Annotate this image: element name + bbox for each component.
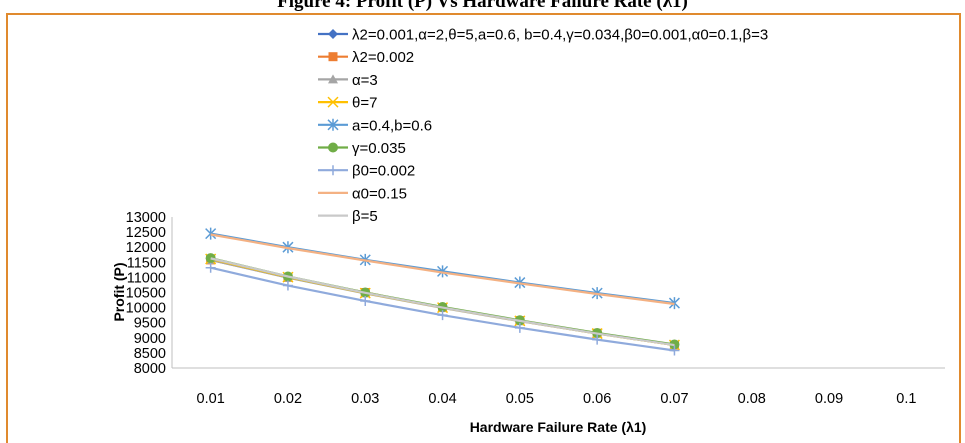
y-tick-label: 10500 — [126, 286, 166, 302]
legend-label: a=0.4,b=0.6 — [352, 117, 432, 134]
legend-marker — [328, 29, 338, 39]
data-point — [360, 295, 371, 306]
y-tick-label: 8500 — [134, 346, 166, 362]
x-tick-label: 0.06 — [583, 391, 611, 407]
y-tick-label: 12500 — [126, 225, 166, 241]
y-tick-label: 11000 — [127, 270, 166, 286]
legend-marker — [328, 165, 338, 176]
data-point — [514, 322, 525, 333]
data-point — [437, 265, 449, 278]
x-tick-label: 0.08 — [738, 391, 766, 407]
x-tick-label: 0.01 — [197, 391, 225, 407]
data-point — [592, 334, 603, 345]
legend-label: α=3 — [352, 72, 378, 89]
y-tick-label: 9000 — [134, 331, 166, 347]
data-point — [669, 345, 680, 356]
data-point — [282, 280, 293, 291]
legend-label: λ2=0.001,α=2,θ=5,a=0.6, b=0.4,γ=0.034,β0… — [352, 27, 768, 44]
y-tick-label: 9500 — [134, 316, 166, 332]
x-tick-label: 0.04 — [428, 391, 456, 407]
y-tick-label: 11500 — [127, 255, 166, 271]
y-tick-label: 12000 — [126, 240, 166, 256]
x-tick-label: 0.1 — [896, 391, 916, 407]
chart-frame — [6, 13, 961, 443]
x-tick-label: 0.05 — [506, 391, 534, 407]
x-tick-label: 0.02 — [274, 391, 302, 407]
x-tick-label: 0.09 — [815, 391, 843, 407]
y-tick-label: 13000 — [126, 210, 166, 226]
legend-label: β=5 — [352, 208, 378, 225]
legend-marker — [328, 52, 338, 62]
data-point — [205, 227, 217, 240]
y-axis-title: Profit (P) — [111, 262, 127, 321]
legend-label: α0=0.15 — [352, 185, 407, 202]
series-line — [210, 233, 675, 306]
legend-marker — [327, 118, 339, 131]
data-point — [205, 262, 216, 273]
data-point — [437, 310, 448, 321]
x-tick-label: 0.07 — [660, 391, 688, 407]
x-tick-label: 0.03 — [351, 391, 379, 407]
legend-label: β0=0.002 — [352, 163, 415, 180]
legend-label: γ=0.035 — [352, 140, 406, 157]
legend-marker — [328, 74, 338, 84]
data-point — [205, 253, 216, 264]
legend-label: θ=7 — [352, 95, 377, 112]
legend-marker — [328, 142, 338, 153]
y-tick-label: 8000 — [134, 361, 166, 377]
x-axis-title: Hardware Failure Rate (λ1) — [470, 419, 647, 435]
legend-label: λ2=0.002 — [352, 49, 414, 66]
y-tick-label: 10000 — [126, 301, 166, 317]
series-line — [210, 257, 675, 347]
legend-marker — [327, 96, 339, 108]
chart-title: Figure 4: Profit (P) Vs Hardware Failure… — [277, 0, 688, 12]
